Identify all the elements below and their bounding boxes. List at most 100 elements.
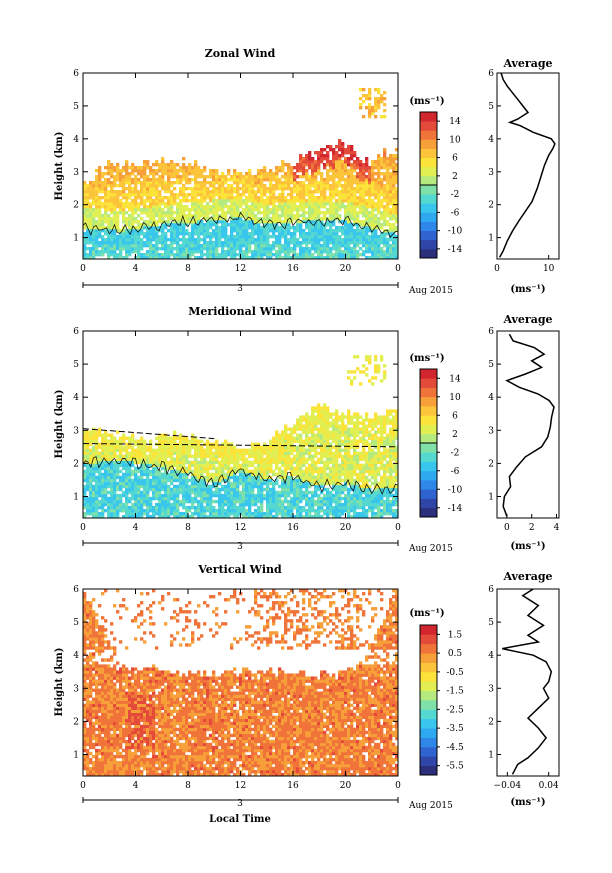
heatmap-cell bbox=[308, 223, 312, 227]
heatmap-cell bbox=[113, 238, 117, 242]
heatmap-cell bbox=[200, 223, 204, 227]
heatmap-cell bbox=[221, 229, 225, 233]
heatmap-cell bbox=[101, 235, 105, 239]
heatmap-cell bbox=[335, 181, 339, 185]
heatmap-cell bbox=[110, 439, 114, 443]
heatmap-cell bbox=[137, 208, 141, 212]
heatmap-cell bbox=[302, 214, 306, 218]
heatmap-cell bbox=[215, 238, 219, 242]
heatmap-cell bbox=[317, 160, 321, 164]
heatmap-cell bbox=[311, 454, 315, 459]
heatmap-cell bbox=[89, 208, 93, 212]
heatmap-cell bbox=[392, 223, 396, 227]
heatmap-cell bbox=[161, 460, 165, 465]
heatmap-cell bbox=[332, 169, 336, 173]
heatmap-cell bbox=[305, 232, 309, 236]
heatmap-cell bbox=[314, 220, 318, 224]
heatmap-cell bbox=[296, 436, 300, 440]
heatmap-cell bbox=[284, 442, 288, 446]
heatmap-cell bbox=[83, 223, 87, 227]
heatmap-cell bbox=[356, 244, 360, 248]
heatmap-cell bbox=[299, 190, 303, 194]
heatmap-cell bbox=[299, 433, 303, 437]
heatmap-cell bbox=[350, 193, 354, 197]
heatmap-cell bbox=[332, 253, 336, 257]
heatmap-cell bbox=[191, 502, 195, 507]
heatmap-cell bbox=[293, 235, 297, 239]
heatmap-cell bbox=[221, 223, 225, 227]
heatmap-cell bbox=[197, 241, 201, 245]
heatmap-cell bbox=[314, 247, 318, 251]
heatmap-cell bbox=[203, 226, 207, 230]
heatmap-cell bbox=[173, 460, 177, 465]
heatmap-cell bbox=[245, 490, 249, 495]
heatmap-cell bbox=[122, 454, 126, 459]
heatmap-cell bbox=[137, 181, 141, 185]
heatmap-cell bbox=[158, 181, 162, 185]
heatmap-cell bbox=[245, 508, 249, 513]
heatmap-cell bbox=[212, 205, 216, 209]
heatmap-cell bbox=[386, 199, 390, 203]
heatmap-cell bbox=[281, 160, 285, 164]
heatmap-cell bbox=[233, 223, 237, 227]
heatmap-cell bbox=[377, 103, 381, 107]
heatmap-cell bbox=[215, 205, 219, 209]
heatmap-cell bbox=[101, 220, 105, 224]
heatmap-cell bbox=[359, 211, 363, 215]
heatmap-cell bbox=[227, 499, 231, 504]
heatmap-cell bbox=[206, 211, 210, 215]
heatmap-cell bbox=[224, 199, 228, 203]
heatmap-cell bbox=[158, 241, 162, 245]
heatmap-cell bbox=[86, 454, 90, 459]
heatmap-cell bbox=[254, 448, 258, 452]
heatmap-cell bbox=[158, 496, 162, 501]
heatmap-cell bbox=[392, 241, 396, 245]
heatmap-cell bbox=[182, 232, 186, 236]
heatmap-cell bbox=[170, 247, 174, 251]
heatmap-cell bbox=[314, 235, 318, 239]
heatmap-cell bbox=[194, 499, 198, 504]
heatmap-cell bbox=[161, 163, 165, 167]
heatmap-cell bbox=[260, 463, 264, 468]
heatmap-cell bbox=[170, 163, 174, 167]
heatmap-cell bbox=[266, 499, 270, 504]
heatmap-cell bbox=[305, 457, 309, 462]
heatmap-cell bbox=[350, 253, 354, 257]
heatmap-cell bbox=[323, 241, 327, 245]
heatmap-cell bbox=[185, 490, 189, 495]
heatmap-cell bbox=[320, 184, 324, 188]
heatmap-cell bbox=[311, 412, 315, 416]
heatmap-cell bbox=[278, 457, 282, 462]
heatmap-cell bbox=[86, 502, 90, 507]
heatmap-cell bbox=[146, 484, 150, 489]
heatmap-cell bbox=[140, 166, 144, 170]
heatmap-cell bbox=[317, 250, 321, 254]
heatmap-cell bbox=[146, 250, 150, 254]
heatmap-cell bbox=[287, 181, 291, 185]
heatmap-cell bbox=[263, 217, 267, 221]
heatmap-cell bbox=[149, 253, 153, 257]
heatmap-cell bbox=[134, 460, 138, 465]
heatmap-cell bbox=[143, 181, 147, 185]
heatmap-cell bbox=[383, 175, 387, 179]
heatmap-cell bbox=[215, 508, 219, 513]
heatmap-cell bbox=[92, 190, 96, 194]
heatmap-cell bbox=[137, 220, 141, 224]
heatmap-cell bbox=[164, 481, 168, 486]
heatmap-cell bbox=[392, 157, 396, 161]
heatmap-cell bbox=[287, 220, 291, 224]
heatmap-cell bbox=[128, 175, 132, 179]
heatmap-cell bbox=[128, 217, 132, 221]
heatmap-cell bbox=[284, 496, 288, 501]
heatmap-cell bbox=[239, 223, 243, 227]
heatmap-cell bbox=[266, 466, 270, 471]
heatmap-cell bbox=[260, 184, 264, 188]
heatmap-cell bbox=[350, 172, 354, 176]
heatmap-cell bbox=[113, 190, 117, 194]
heatmap-cell bbox=[161, 508, 165, 513]
heatmap-cell bbox=[281, 163, 285, 167]
heatmap-cell bbox=[371, 208, 375, 212]
heatmap-cell bbox=[335, 166, 339, 170]
heatmap-cell bbox=[272, 448, 276, 452]
heatmap-cell bbox=[83, 244, 87, 248]
